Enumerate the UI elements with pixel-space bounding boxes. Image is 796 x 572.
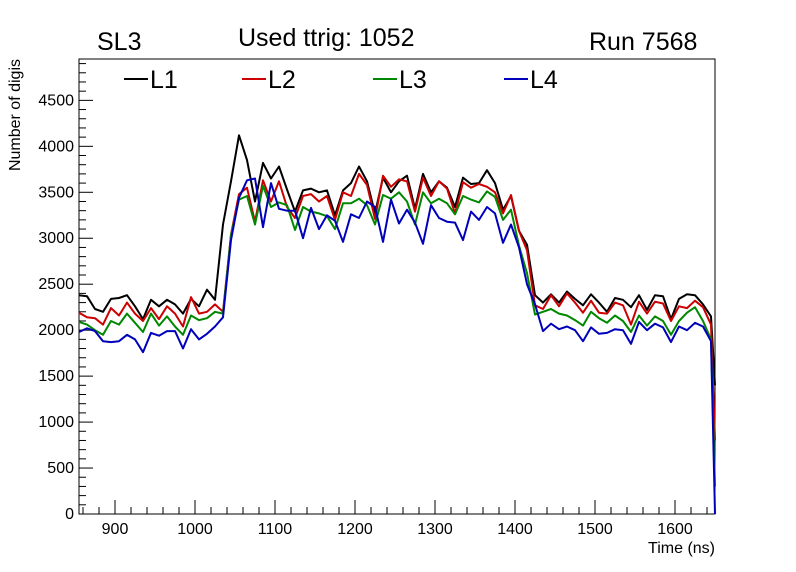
x-tick-label: 1500 bbox=[577, 521, 613, 538]
series-group bbox=[78, 134, 716, 515]
series-line-l1 bbox=[78, 134, 716, 386]
x-tick-label: 1100 bbox=[258, 521, 293, 538]
y-axis-ticks: 0 500 1000 1500 2000 2500 3000 3500 4000 4500 bbox=[38, 63, 93, 523]
y-tick-label: 1000 bbox=[38, 414, 74, 431]
legend: L1 L2 L3 L4 bbox=[124, 66, 558, 94]
y-tick-label: 500 bbox=[47, 460, 74, 477]
y-tick-label: 3000 bbox=[38, 230, 74, 247]
series-line-l3 bbox=[78, 184, 716, 487]
y-tick-label: 2000 bbox=[38, 322, 74, 339]
series-line-l4 bbox=[78, 177, 716, 515]
legend-label-l2: L2 bbox=[268, 66, 296, 94]
x-tick-label: 1400 bbox=[497, 521, 533, 538]
y-tick-label: 0 bbox=[65, 506, 74, 523]
header-right-label: Run 7568 bbox=[589, 28, 698, 56]
legend-label-l1: L1 bbox=[150, 66, 178, 94]
y-tick-label: 1500 bbox=[38, 368, 74, 385]
x-axis-ticks: 900 1000 1100 1200 1300 1400 1500 1600 bbox=[82, 500, 708, 538]
y-tick-label: 3500 bbox=[38, 184, 74, 201]
y-tick-label: 4500 bbox=[38, 92, 74, 109]
series-line-l2 bbox=[78, 172, 716, 441]
x-tick-label: 1000 bbox=[177, 521, 213, 538]
y-tick-label: 2500 bbox=[38, 276, 74, 293]
plot-frame bbox=[78, 58, 716, 515]
chart-title: Used ttrig: 1052 bbox=[238, 24, 415, 52]
legend-label-l3: L3 bbox=[399, 66, 427, 94]
x-axis-label: Time (ns) bbox=[648, 540, 715, 557]
x-tick-label: 1300 bbox=[417, 521, 453, 538]
x-tick-label: 1200 bbox=[337, 521, 373, 538]
legend-label-l4: L4 bbox=[530, 66, 558, 94]
x-tick-label: 1600 bbox=[657, 521, 693, 538]
y-tick-label: 4000 bbox=[38, 138, 74, 155]
y-axis-label: Number of digis bbox=[7, 59, 24, 171]
header-left-label: SL3 bbox=[97, 28, 142, 56]
x-tick-label: 900 bbox=[102, 521, 129, 538]
